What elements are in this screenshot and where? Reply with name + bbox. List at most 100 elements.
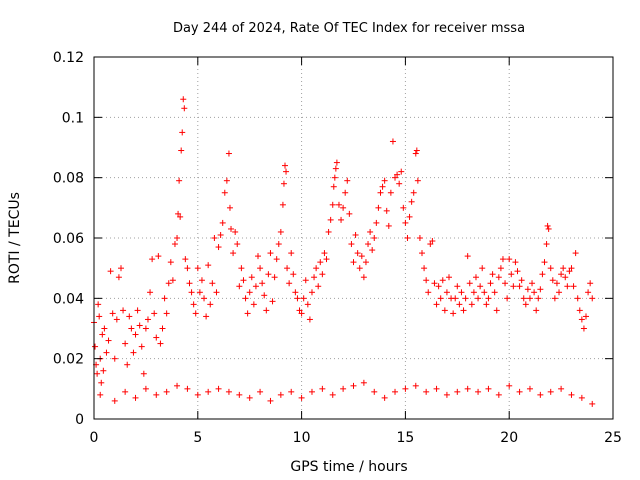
data-point [583,313,590,320]
data-point [107,268,114,275]
data-point [526,295,533,302]
data-point [181,105,188,112]
data-point [117,265,124,272]
data-point [255,253,262,260]
data-point [192,310,199,317]
data-point [188,289,195,296]
data-point [547,388,554,395]
grid [94,57,613,419]
data-point [122,388,129,395]
data-point [217,231,224,238]
data-point [290,271,297,278]
data-point [281,162,288,169]
data-point [504,295,511,302]
data-point [404,235,411,241]
data-point [151,310,158,317]
data-point [466,280,473,287]
data-point [522,301,529,308]
data-point [589,295,596,302]
data-point [103,349,110,356]
data-point [184,265,191,272]
data-point [267,250,274,257]
data-point [252,283,259,290]
data-point [508,271,515,278]
data-point [221,189,228,196]
data-point [335,201,342,208]
data-point [263,307,270,314]
data-point [144,316,151,323]
data-point [149,256,156,263]
data-point [213,289,220,296]
data-point [136,322,143,329]
data-point [175,210,182,217]
data-point [259,280,266,287]
x-tick-label: 20 [500,430,518,446]
data-point [410,189,417,196]
data-point [533,307,540,314]
data-point [196,289,203,296]
data-point [572,250,579,257]
data-point [360,379,367,386]
data-point [441,307,448,314]
data-point [319,271,326,278]
data-point [412,150,419,157]
data-point [396,180,403,187]
data-point [356,265,363,272]
data-point [130,349,137,356]
data-point [203,313,210,320]
y-tick-label: 0.02 [53,352,84,368]
data-point [443,391,450,398]
data-point [284,265,291,272]
data-point [574,295,581,302]
data-point [180,96,187,103]
data-point [483,301,490,308]
data-point [400,204,407,211]
data-point [275,241,282,248]
data-point [558,271,565,278]
data-point [495,391,502,398]
data-point [462,295,469,302]
data-point [402,219,409,226]
data-point [95,301,102,308]
data-point [292,289,299,296]
data-point [269,298,276,305]
data-point [551,295,558,302]
data-point [352,231,359,238]
data-point [389,138,396,145]
data-point [288,250,295,257]
data-point [257,265,264,272]
data-point [138,343,145,350]
data-point [514,268,521,275]
data-point [315,283,322,290]
data-point [402,385,409,392]
axis-ticks [93,56,614,420]
data-point [302,277,309,284]
data-point [100,367,107,374]
data-point [371,235,378,241]
data-point [475,388,482,395]
data-point [330,183,337,190]
data-point [246,394,253,401]
data-point [280,180,287,187]
data-point [240,277,247,284]
data-point [340,385,347,392]
data-point [99,331,106,338]
data-point [111,355,118,362]
data-point [589,400,596,407]
data-point [179,129,186,136]
data-point [261,292,268,299]
data-point [531,289,538,296]
data-point [502,280,509,287]
data-point [475,295,482,302]
data-point [587,280,594,287]
data-point [367,228,374,235]
data-point [286,280,293,287]
data-point [246,289,253,296]
data-point [184,385,191,392]
data-point [491,289,498,296]
data-point [435,283,442,290]
data-point [333,159,340,166]
data-point [377,189,384,196]
data-point [385,222,392,229]
data-point [425,289,432,296]
